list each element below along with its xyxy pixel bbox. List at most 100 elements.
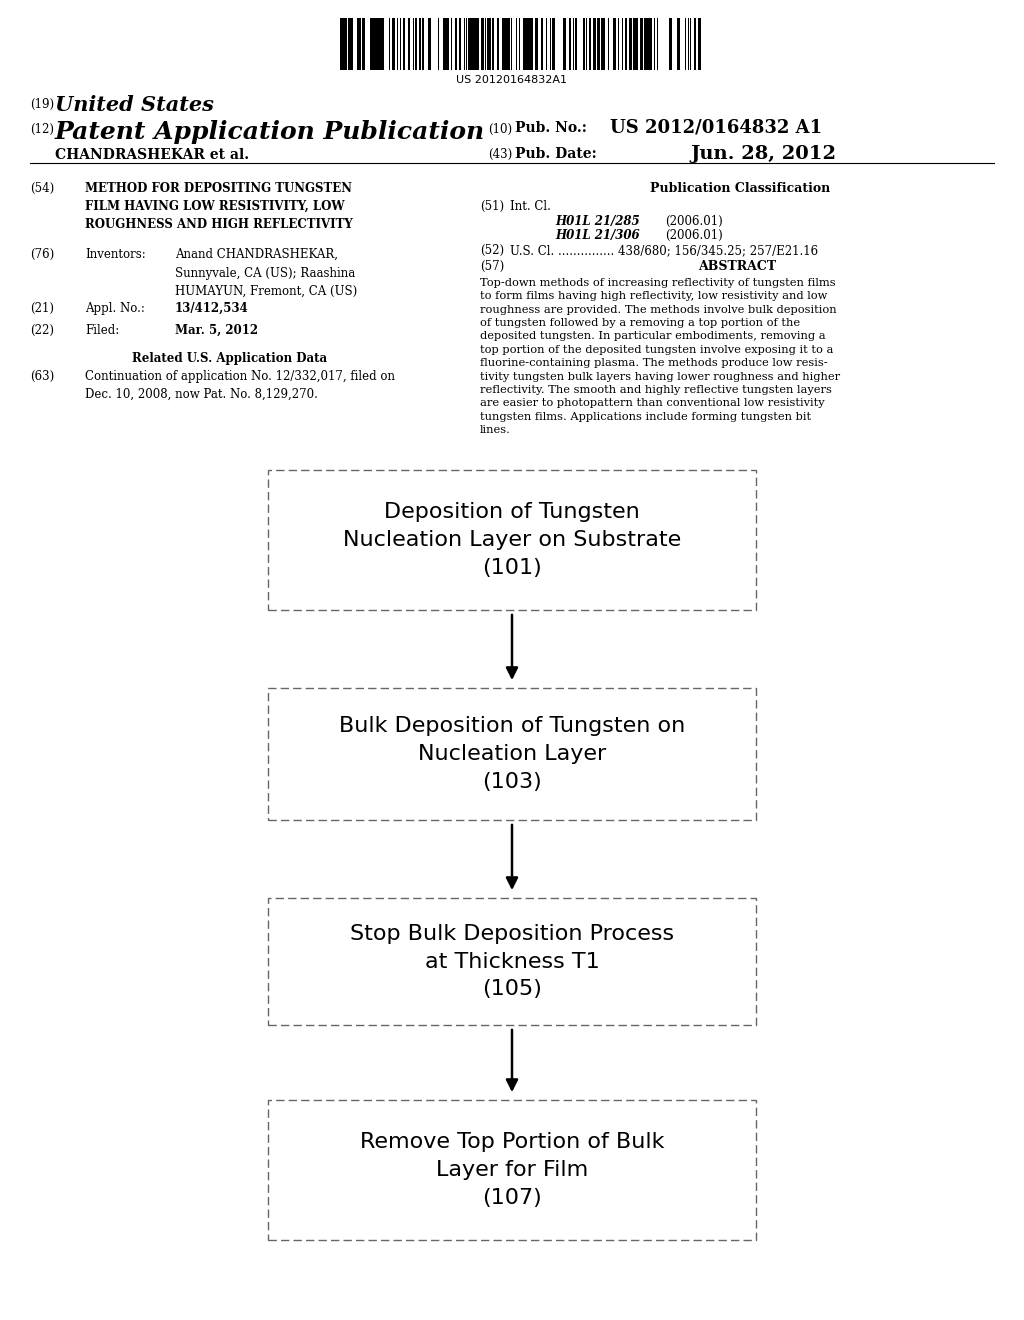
Text: US 2012/0164832 A1: US 2012/0164832 A1 [610,119,822,137]
Text: U.S. Cl. ............... 438/680; 156/345.25; 257/E21.16: U.S. Cl. ............... 438/680; 156/34… [510,244,818,257]
Bar [355,18,357,70]
Bar [341,18,344,70]
Bar [357,18,359,70]
Text: Appl. No.:: Appl. No.: [85,302,144,315]
Text: (52): (52) [480,244,504,257]
Bar [650,18,652,70]
Text: (76): (76) [30,248,54,261]
Text: ABSTRACT: ABSTRACT [698,260,776,273]
Bar [362,18,365,70]
Text: Filed:: Filed: [85,323,119,337]
Bar [526,18,529,70]
Text: Related U.S. Application Data: Related U.S. Application Data [132,352,328,366]
Bar [503,18,505,70]
Bar [492,18,494,70]
Text: Pub. No.:: Pub. No.: [515,121,587,135]
Text: (54): (54) [30,182,54,195]
Text: Mar. 5, 2012: Mar. 5, 2012 [175,323,258,337]
Bar [524,18,526,70]
Text: METHOD FOR DEPOSITING TUNGSTEN
FILM HAVING LOW RESISTIVITY, LOW
ROUGHNESS AND HI: METHOD FOR DEPOSITING TUNGSTEN FILM HAVI… [85,182,352,231]
Text: Deposition of Tungsten
Nucleation Layer on Substrate
(101): Deposition of Tungsten Nucleation Layer … [343,502,681,578]
Bar [677,18,680,70]
Text: Int. Cl.: Int. Cl. [510,201,551,213]
Text: (21): (21) [30,302,54,315]
Bar [323,18,325,70]
Bar [351,18,353,70]
Bar [560,18,563,70]
Bar [376,18,378,70]
Bar [652,18,654,70]
Bar [660,18,662,70]
Bar [601,18,603,70]
Text: (63): (63) [30,370,54,383]
Bar [370,18,373,70]
Bar [395,18,397,70]
Text: Inventors:: Inventors: [85,248,145,261]
Text: 13/412,534: 13/412,534 [175,302,249,315]
Bar [337,18,339,70]
Bar [419,18,421,70]
Bar [587,18,589,70]
Bar [577,18,580,70]
Bar [625,18,627,70]
Bar [382,18,384,70]
Bar [489,18,490,70]
Bar [507,18,509,70]
Bar [333,18,336,70]
Bar [435,18,437,70]
FancyBboxPatch shape [268,470,756,610]
Text: Patent Application Publication: Patent Application Publication [55,120,485,144]
Bar [636,18,638,70]
Text: (12): (12) [30,123,54,136]
Bar [694,18,696,70]
Bar [655,18,657,70]
Bar [646,18,649,70]
Bar [476,18,478,70]
Bar [589,18,591,70]
Bar [439,18,441,70]
Text: (10): (10) [488,123,512,136]
Bar [536,18,538,70]
Bar [633,18,635,70]
Text: (19): (19) [30,98,54,111]
Bar [474,18,476,70]
Text: Continuation of application No. 12/332,017, filed on
Dec. 10, 2008, now Pat. No.: Continuation of application No. 12/332,0… [85,370,395,400]
Bar [564,18,566,70]
Text: H01L 21/285: H01L 21/285 [555,215,640,228]
Bar [410,18,412,70]
Bar [424,18,426,70]
Bar [406,18,408,70]
Text: (2006.01): (2006.01) [665,228,723,242]
Text: Stop Bulk Deposition Process
at Thickness T1
(105): Stop Bulk Deposition Process at Thicknes… [350,924,674,999]
Bar [499,18,502,70]
FancyBboxPatch shape [268,1100,756,1239]
Bar [674,18,676,70]
Bar [429,18,431,70]
Bar [558,18,560,70]
Bar [543,18,545,70]
Bar [330,18,333,70]
Bar [571,18,573,70]
Text: H01L 21/306: H01L 21/306 [555,228,640,242]
Bar [345,18,347,70]
Bar [482,18,484,70]
Text: Jun. 28, 2012: Jun. 28, 2012 [690,145,836,162]
Bar [373,18,375,70]
Text: US 20120164832A1: US 20120164832A1 [457,75,567,84]
Bar [452,18,454,70]
Text: (22): (22) [30,323,54,337]
Bar [534,18,535,70]
Bar [530,18,534,70]
Bar [368,18,370,70]
Text: (43): (43) [488,148,512,161]
Bar [479,18,481,70]
Text: CHANDRASHEKAR et al.: CHANDRASHEKAR et al. [55,148,249,162]
Text: Pub. Date:: Pub. Date: [515,147,597,161]
Bar [353,18,355,70]
Text: Bulk Deposition of Tungsten on
Nucleation Layer
(103): Bulk Deposition of Tungsten on Nucleatio… [339,715,685,792]
Bar [517,18,519,70]
Text: (51): (51) [480,201,504,213]
FancyBboxPatch shape [268,688,756,820]
Bar [432,18,434,70]
Bar [385,18,388,70]
